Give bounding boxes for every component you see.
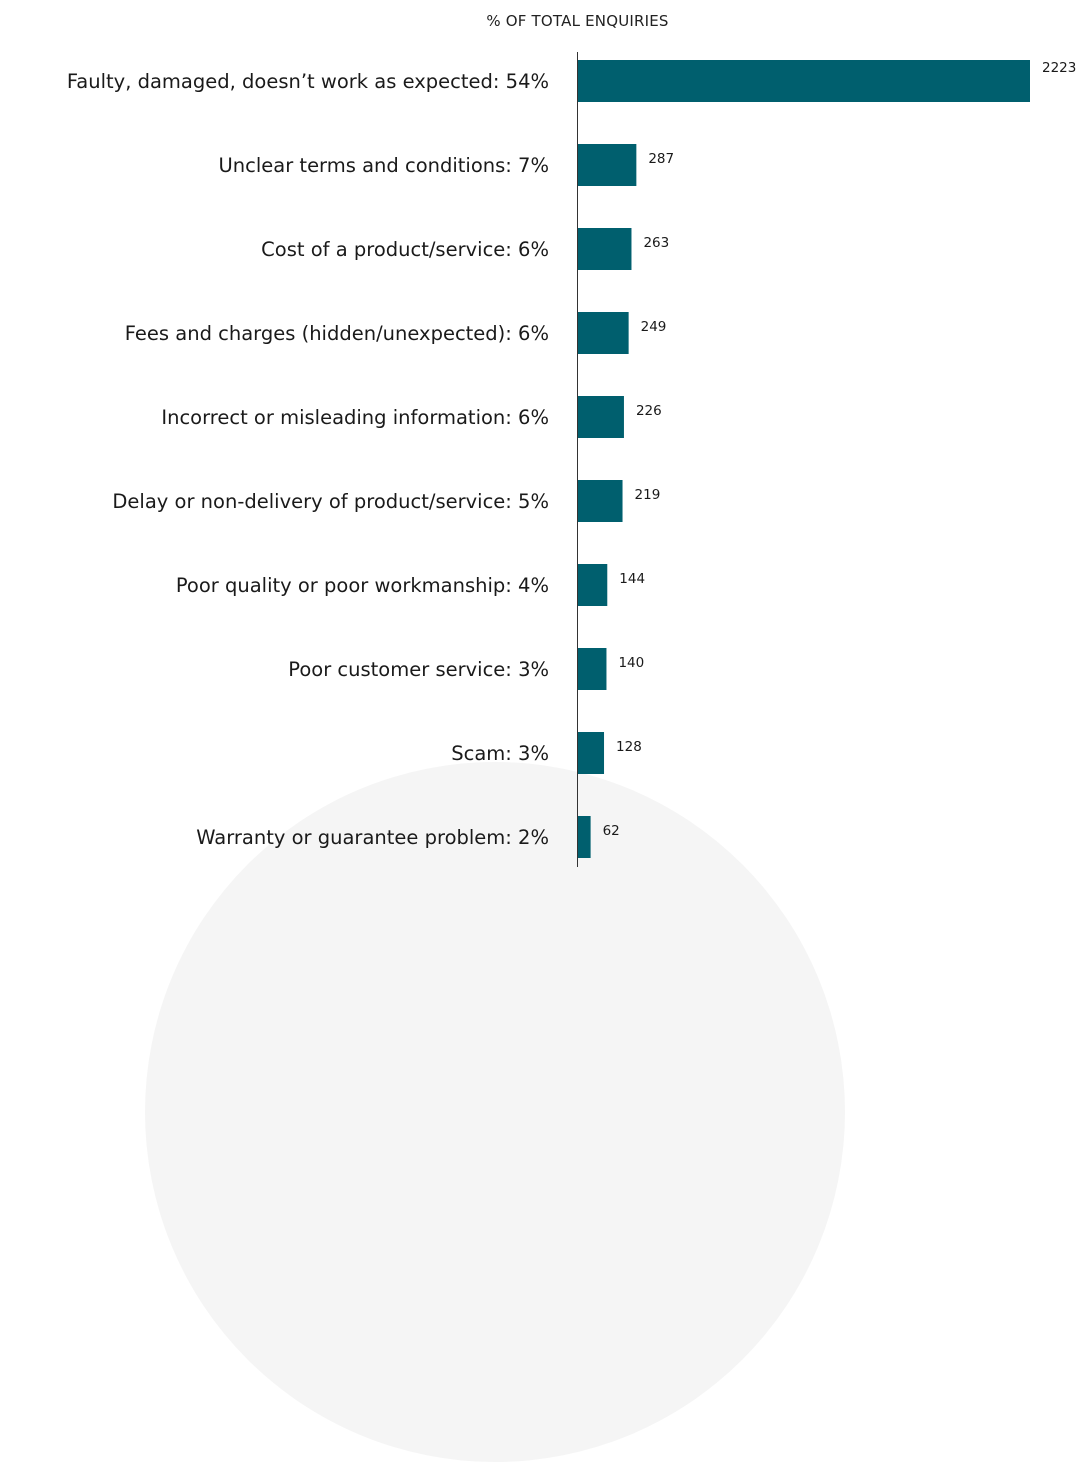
category-label: Faulty, damaged, doesn’t work as expecte…: [67, 70, 549, 93]
bar: [578, 480, 623, 522]
bar: [578, 648, 607, 690]
value-label: 219: [635, 487, 661, 503]
bar: [578, 564, 608, 606]
category-label: Cost of a product/service: 6%: [261, 238, 549, 261]
value-label: 62: [603, 823, 620, 839]
bar: [578, 732, 605, 774]
bar: [578, 60, 1030, 102]
category-label: Poor customer service: 3%: [288, 658, 549, 681]
value-label: 249: [641, 319, 667, 335]
category-label: Scam: 3%: [451, 742, 549, 765]
value-label: 226: [636, 403, 662, 419]
value-label: 128: [616, 739, 642, 755]
bars-group: Faulty, damaged, doesn’t work as expecte…: [67, 60, 1076, 858]
bar: [578, 228, 632, 270]
category-label: Poor quality or poor workmanship: 4%: [176, 574, 549, 597]
value-label: 263: [643, 235, 669, 251]
category-label: Unclear terms and conditions: 7%: [218, 154, 549, 177]
value-label: 2223: [1042, 60, 1076, 76]
bar: [578, 312, 629, 354]
bar: [578, 816, 591, 858]
value-label: 287: [648, 151, 674, 167]
value-label: 140: [618, 655, 644, 671]
category-label: Fees and charges (hidden/unexpected): 6%: [125, 322, 549, 345]
chart-title: % OF TOTAL ENQUIRIES: [486, 12, 669, 30]
bar: [578, 144, 637, 186]
category-label: Incorrect or misleading information: 6%: [161, 406, 549, 429]
category-label: Delay or non-delivery of product/service…: [112, 490, 549, 513]
bar-chart: Faulty, damaged, doesn’t work as expecte…: [67, 52, 1076, 867]
category-label: Warranty or guarantee problem: 2%: [196, 826, 549, 849]
value-label: 144: [619, 571, 645, 587]
bar: [578, 396, 624, 438]
background-circle: [145, 762, 845, 1462]
